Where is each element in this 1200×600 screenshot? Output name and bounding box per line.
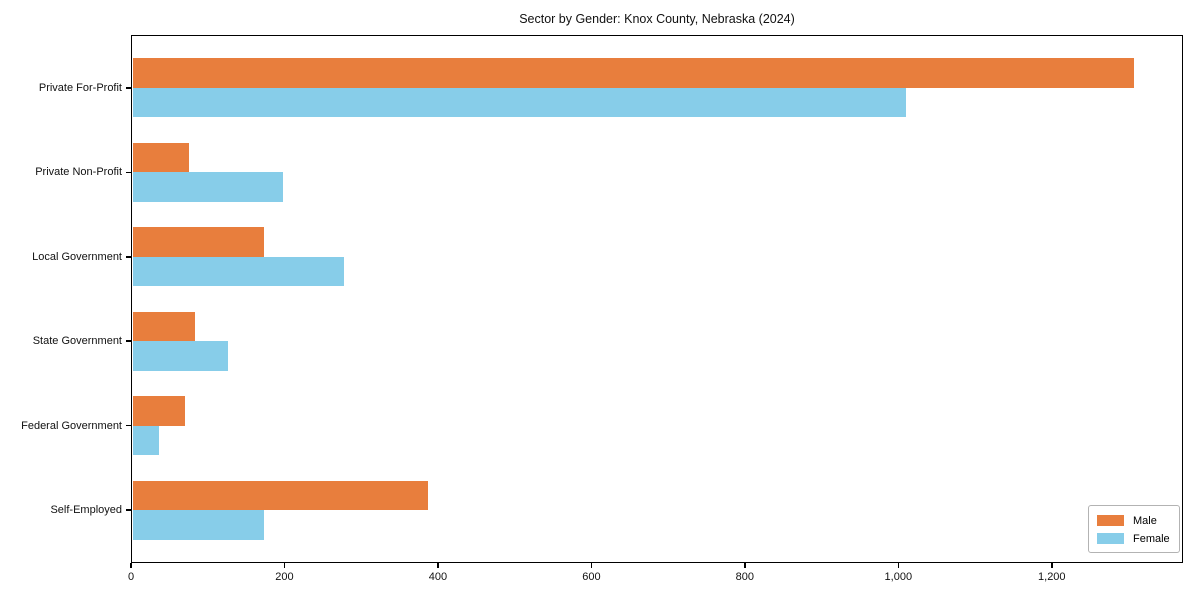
x-axis-tick bbox=[130, 563, 132, 568]
legend: Male Female bbox=[1088, 505, 1180, 553]
bar-male-local-government bbox=[132, 227, 265, 257]
bar-male-private-for-profit bbox=[132, 58, 1134, 88]
y-axis-tick bbox=[126, 256, 131, 258]
legend-swatch-male bbox=[1097, 515, 1124, 526]
x-tick-label: 0 bbox=[127, 571, 135, 583]
bar-male-state-government bbox=[132, 311, 195, 342]
y-axis-tick bbox=[126, 509, 131, 511]
bar-female-private-non-profit bbox=[132, 172, 283, 202]
bar-female-private-for-profit bbox=[132, 87, 906, 118]
x-axis-tick bbox=[897, 563, 900, 568]
y-axis-tick bbox=[126, 87, 131, 89]
x-axis-tick bbox=[283, 563, 286, 568]
legend-swatch-female bbox=[1097, 533, 1124, 544]
x-axis-tick bbox=[1051, 563, 1053, 568]
x-tick-label: 1,000 bbox=[884, 571, 913, 583]
y-axis-tick bbox=[126, 340, 131, 342]
bar-female-federal-government bbox=[132, 425, 159, 456]
x-tick-label: 400 bbox=[428, 571, 448, 583]
x-tick-label: 800 bbox=[735, 571, 755, 583]
legend-item-male: Male bbox=[1097, 513, 1171, 528]
chart-title: Sector by Gender: Knox County, Nebraska … bbox=[519, 12, 795, 26]
x-tick-label: 600 bbox=[582, 571, 601, 583]
bar-female-state-government bbox=[132, 341, 228, 371]
x-axis-tick bbox=[437, 563, 439, 568]
category-label: Private For-Profit bbox=[38, 81, 122, 94]
x-axis-tick bbox=[744, 563, 746, 568]
x-axis-tick bbox=[590, 563, 593, 568]
category-label: Private Non-Profit bbox=[35, 166, 122, 179]
bar-male-federal-government bbox=[132, 396, 186, 426]
bar-male-private-non-profit bbox=[132, 142, 190, 173]
bar-female-self-employed bbox=[132, 510, 265, 540]
bar-male-self-employed bbox=[132, 480, 428, 511]
x-tick-label: 200 bbox=[275, 571, 294, 583]
legend-label-female: Female bbox=[1133, 532, 1170, 545]
legend-label-male: Male bbox=[1133, 514, 1157, 527]
category-label: Federal Government bbox=[21, 419, 122, 432]
category-label: Local Government bbox=[32, 250, 122, 263]
category-label: Self-Employed bbox=[50, 504, 122, 517]
y-axis-tick bbox=[126, 424, 131, 427]
category-label: State Government bbox=[32, 335, 122, 348]
plot-area bbox=[131, 35, 1183, 563]
bar-female-local-government bbox=[132, 256, 345, 287]
y-axis-tick bbox=[126, 171, 131, 174]
legend-item-female: Female bbox=[1097, 531, 1171, 546]
x-tick-label: 1,200 bbox=[1038, 571, 1066, 583]
